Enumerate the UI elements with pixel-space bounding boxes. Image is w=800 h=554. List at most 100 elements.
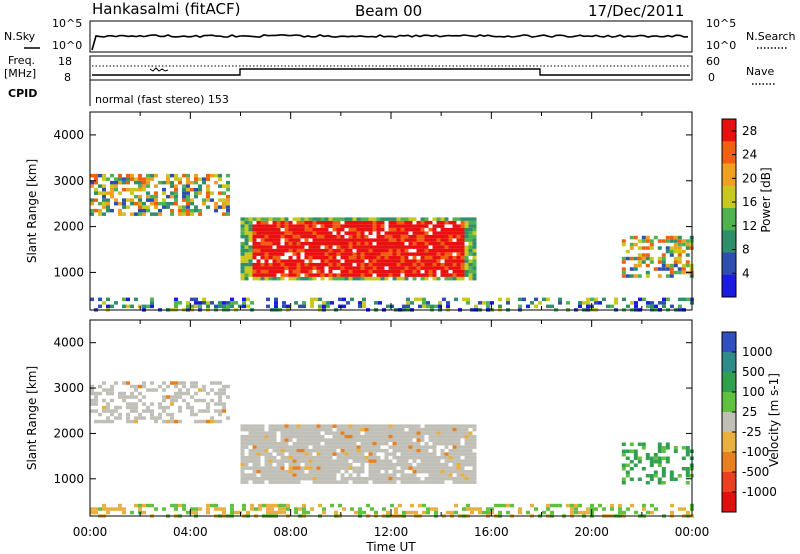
echo-cell: [256, 441, 261, 446]
echo-cell: [344, 480, 349, 484]
echo-cell: [300, 269, 305, 274]
echo-cell: [404, 248, 409, 253]
echo-cell: [268, 217, 273, 221]
echo-cell: [404, 452, 409, 456]
echo-cell: [240, 434, 245, 439]
echo-cell: [240, 220, 245, 225]
echo-cell: [669, 270, 674, 275]
echo-cell: [428, 480, 433, 484]
echo-cell: [102, 507, 106, 511]
echo-cell: [296, 276, 301, 281]
echo-cell: [388, 427, 393, 432]
echo-cell: [574, 503, 578, 508]
echo-cell: [288, 262, 293, 267]
echo-cell: [629, 246, 634, 250]
colorbar-swatch: [722, 163, 736, 187]
echo-cell: [384, 469, 389, 474]
echo-cell: [342, 304, 346, 309]
echo-cell: [657, 267, 662, 271]
echo-cell: [186, 173, 190, 178]
echo-cell: [456, 227, 461, 232]
echo-cell: [368, 473, 373, 477]
echo-cell: [358, 510, 362, 515]
echo-cell: [408, 273, 413, 277]
echo-cell: [440, 238, 445, 242]
echo-cell: [625, 256, 630, 261]
echo-cell: [138, 398, 142, 403]
echo-cell: [260, 427, 265, 432]
echo-cell: [621, 467, 626, 471]
echo-cell: [629, 442, 634, 446]
echo-cell: [372, 438, 377, 442]
echo-cell: [328, 248, 333, 253]
echo-cell: [316, 431, 321, 435]
echo-cell: [424, 266, 429, 270]
echo-cell: [456, 245, 461, 249]
echo-cell: [448, 448, 453, 453]
echo-cell: [396, 424, 401, 428]
echo-cell: [396, 259, 401, 263]
echo-cell: [448, 220, 453, 225]
echo-cell: [194, 384, 198, 389]
echo-cell: [106, 191, 110, 195]
echo-cell: [472, 455, 477, 460]
echo-cell: [416, 248, 421, 253]
echo-cell: [412, 238, 417, 242]
echo-cell: [424, 248, 429, 253]
echo-cell: [404, 273, 409, 277]
echo-cell: [412, 252, 417, 256]
echo-cell: [666, 297, 670, 302]
echo-cell: [432, 248, 437, 253]
echo-cell: [114, 201, 118, 206]
echo-cell: [102, 419, 106, 424]
echo-cell: [348, 227, 353, 232]
echo-cell: [292, 476, 297, 481]
echo-cell: [380, 224, 385, 228]
echo-cell: [322, 510, 326, 515]
echo-cell: [178, 381, 182, 385]
echo-cell: [420, 227, 425, 232]
echo-cell: [332, 227, 337, 232]
echo-cell: [416, 424, 421, 428]
echo-cell: [158, 405, 162, 410]
echo-cell: [280, 441, 285, 446]
echo-cell: [344, 259, 349, 263]
echo-cell: [94, 510, 98, 515]
echo-cell: [94, 402, 98, 406]
echo-cell: [256, 259, 261, 263]
echo-cell: [460, 241, 465, 246]
echo-cell: [122, 205, 126, 209]
echo-cell: [328, 476, 333, 481]
echo-cell: [186, 208, 190, 213]
echo-cell: [324, 234, 329, 239]
echo-cell: [408, 234, 413, 239]
echo-cell: [280, 234, 285, 239]
echo-cell: [685, 263, 690, 268]
echo-cell: [340, 241, 345, 246]
echo-cell: [284, 234, 289, 239]
echo-cell: [376, 252, 381, 256]
echo-cell: [669, 470, 674, 474]
echo-cell: [240, 427, 245, 432]
echo-cell: [174, 173, 178, 178]
echo-cell: [633, 463, 638, 467]
echo-cell: [376, 238, 381, 242]
echo-cell: [376, 262, 381, 267]
echo-cell: [460, 276, 465, 281]
echo-cell: [444, 238, 449, 242]
echo-cell: [428, 266, 433, 270]
echo-cell: [456, 234, 461, 239]
echo-cell: [506, 510, 510, 515]
echo-cell: [542, 510, 546, 515]
echo-cell: [582, 301, 586, 305]
echo-cell: [222, 402, 226, 406]
echo-cell: [194, 301, 198, 305]
echo-cell: [412, 266, 417, 270]
echo-cell: [280, 217, 285, 221]
echo-cell: [264, 245, 269, 249]
echo-cell: [278, 510, 282, 515]
nsearch-label: N.Search: [746, 30, 796, 43]
echo-cell: [468, 438, 473, 442]
echo-cell: [272, 431, 277, 435]
echo-cell: [400, 480, 405, 484]
